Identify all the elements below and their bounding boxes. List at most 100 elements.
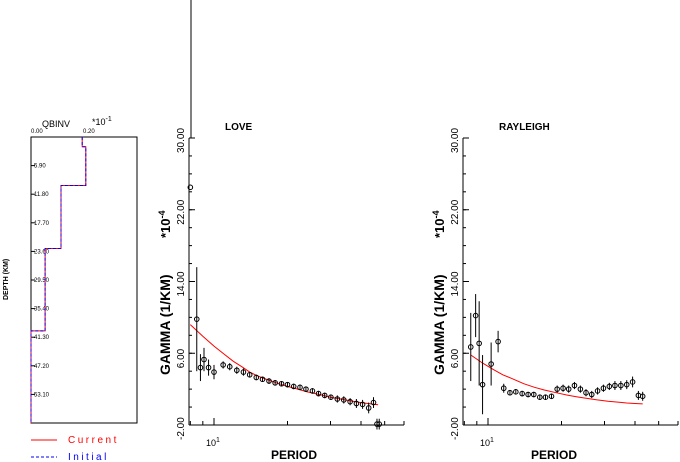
love-data-point (290, 383, 297, 390)
rayleigh-ytick-label: -2.00 (450, 417, 461, 440)
rayleigh-ytick-label: 30.00 (450, 128, 461, 153)
qbinv-ytick-label: 29.50 (34, 278, 50, 284)
love-data-point (253, 374, 260, 381)
rayleigh-data-point (606, 383, 613, 390)
love-xtick-base: 10 (206, 438, 216, 448)
love-ytick-label: 30.00 (176, 128, 187, 153)
love-data-point (340, 397, 347, 403)
rayleigh-xtick-exp: 1 (490, 437, 494, 444)
love-xtick-exp: 1 (216, 437, 220, 444)
rayleigh-data-point (542, 394, 549, 400)
qbinv-ytick-label: 41.30 (34, 335, 50, 341)
love-data-point (193, 316, 200, 322)
rayleigh-data-point (571, 382, 578, 389)
rayleigh-model-line (470, 354, 643, 405)
rayleigh-data-point (588, 391, 595, 398)
love-data-point (347, 398, 353, 405)
rayleigh-ytick-label: 14.00 (450, 271, 461, 296)
qbinv-title: QBINV (42, 119, 70, 129)
qbinv-exponent-base: *10 (92, 117, 106, 127)
qbinv-xtick-0: 0.00 (31, 129, 43, 135)
qbinv-ytick-label: 23.60 (34, 249, 50, 255)
rayleigh-data-point (519, 390, 525, 397)
love-data-point (211, 369, 217, 375)
love-xlabel: PERIOD (271, 448, 317, 462)
love-data-point (205, 364, 212, 371)
legend-current-label: Current (68, 435, 119, 446)
love-exponent-base: *10 (158, 218, 173, 238)
love-data-point (187, 184, 194, 191)
qbinv-ytick-label: 11.80 (34, 192, 49, 198)
rayleigh-data-point (565, 386, 572, 392)
rayleigh-data-point (560, 385, 566, 392)
love-axes: -2.00 6.00 14.00 22.00 30.00 (176, 128, 405, 440)
love-observations (187, 184, 383, 430)
love-panel: LOVE GAMMA (1/KM) *10-4 PERIOD 101 -2.00… (157, 122, 405, 462)
rayleigh-title: RAYLEIGH (499, 122, 550, 133)
love-data-point (303, 386, 309, 392)
rayleigh-data-point (629, 379, 636, 385)
qbinv-ytick-label: 35.40 (34, 307, 50, 313)
love-xtick-label: 101 (206, 437, 220, 448)
love-data-point (315, 390, 322, 397)
rayleigh-data-point (612, 382, 618, 389)
rayleigh-data-point (500, 385, 507, 392)
love-ytick-label: -2.00 (176, 417, 187, 440)
love-data-point (226, 363, 233, 370)
qbinv-y-ticks: 5.90 11.80 17.70 23.60 29.50 35.40 41.30 47.20 5… (31, 164, 50, 398)
rayleigh-data-point (577, 386, 584, 392)
rayleigh-panel: RAYLEIGH GAMMA (1/KM) *10-4 PERIOD 101 -… (431, 122, 679, 462)
rayleigh-data-point (467, 344, 474, 350)
love-data-point (220, 362, 226, 368)
love-data-point (370, 399, 377, 406)
rayleigh-exponent-base: *10 (432, 218, 447, 238)
love-exponent-power: -4 (157, 210, 167, 218)
rayleigh-data-point (488, 361, 494, 367)
love-data-point (266, 378, 272, 384)
qbinv-ytick-label: 53.10 (34, 392, 50, 398)
rayleigh-xtick-label: 101 (480, 437, 494, 448)
love-data-point (334, 396, 341, 402)
qbinv-exponent: *10-1 (92, 116, 112, 127)
rayleigh-data-point (472, 312, 479, 319)
love-ytick-label: 22.00 (176, 199, 187, 224)
love-title: LOVE (225, 122, 253, 133)
qbinv-panel: QBINV *10-1 0.00 0.20 5.90 11.80 17.70 23.6… (3, 116, 138, 424)
love-data-point (353, 400, 360, 407)
rayleigh-axes: -2.00 6.00 14.00 22.00 30.00 (450, 128, 679, 440)
rayleigh-data-point (507, 389, 513, 396)
rayleigh-data-point (513, 389, 519, 395)
legend: Current Initial (31, 435, 119, 462)
qbinv-ytick-label: 5.90 (34, 164, 46, 170)
love-data-point (278, 380, 285, 387)
love-data-point (309, 388, 316, 394)
rayleigh-xlabel: PERIOD (531, 448, 577, 462)
rayleigh-exponent: *10-4 (431, 210, 447, 238)
qbinv-ylabel: DEPTH (KM) (3, 259, 10, 300)
rayleigh-model-curve (470, 354, 643, 405)
qbinv-ytick-label: 17.70 (34, 221, 50, 227)
love-data-point (240, 369, 247, 375)
qbinv-xtick-1: 0.20 (83, 129, 95, 135)
love-data-point (234, 367, 240, 374)
love-data-point (197, 364, 204, 371)
rayleigh-data-point (600, 385, 607, 392)
love-ytick-label: 6.00 (176, 348, 187, 368)
rayleigh-ytick-label: 22.00 (450, 199, 461, 224)
rayleigh-data-point (548, 393, 555, 400)
rayleigh-data-point (495, 338, 501, 345)
love-model-line (189, 324, 379, 406)
love-data-point (259, 376, 266, 383)
love-data-point (376, 421, 383, 427)
qbinv-exponent-power: -1 (106, 116, 112, 123)
qbinv-series (30, 137, 87, 423)
rayleigh-data-point (594, 388, 601, 394)
love-data-point (365, 405, 372, 411)
rayleigh-data-point (479, 381, 486, 388)
love-data-point (297, 384, 303, 391)
love-data-point (284, 381, 291, 388)
rayleigh-data-point (583, 389, 589, 396)
rayleigh-data-point (554, 386, 560, 392)
rayleigh-data-point (639, 393, 646, 400)
